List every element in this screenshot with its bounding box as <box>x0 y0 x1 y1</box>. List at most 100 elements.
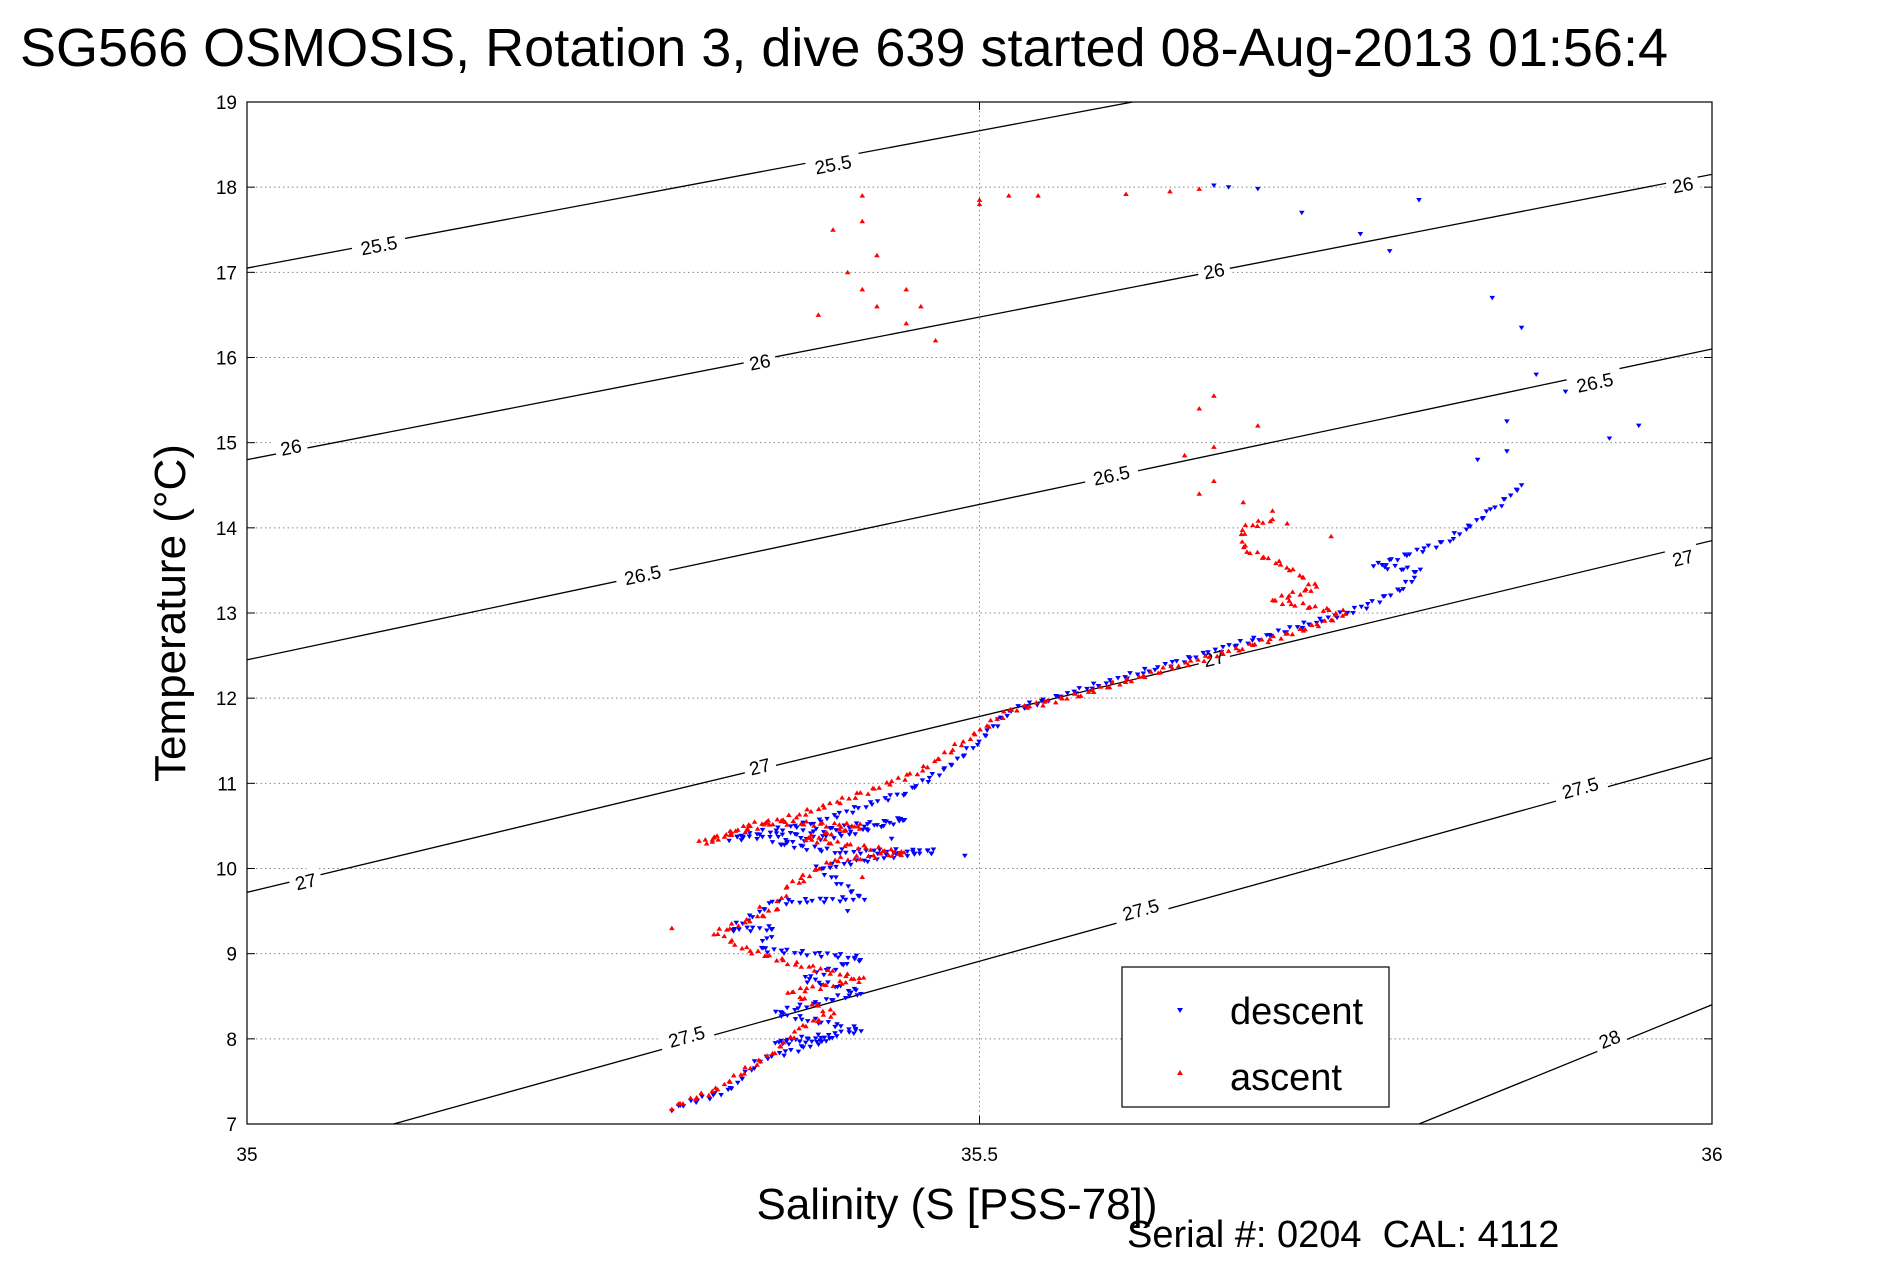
ascent-point <box>735 827 741 832</box>
descent-point <box>844 909 851 914</box>
descent-point <box>818 1035 824 1041</box>
ascent-point <box>726 926 733 931</box>
ascent-point <box>903 320 910 326</box>
descent-point <box>851 1031 857 1036</box>
ascent-point <box>784 883 790 889</box>
descent-point <box>904 849 911 855</box>
descent-point <box>1076 686 1083 691</box>
descent-point <box>1381 594 1388 599</box>
descent-point <box>847 862 854 868</box>
contour-label: 26 <box>1664 169 1701 200</box>
descent-point <box>1635 423 1642 429</box>
ascent-point <box>791 1028 798 1034</box>
ascent-point <box>702 837 709 842</box>
descent-point <box>841 862 847 867</box>
descent-point <box>797 1002 803 1008</box>
descent-point <box>767 830 774 836</box>
descent-point <box>797 1039 803 1044</box>
descent-point <box>749 925 756 931</box>
descent-point <box>1388 557 1395 562</box>
y-tick-label: 17 <box>216 263 237 284</box>
descent-point <box>916 848 923 853</box>
contour-label: 26.5 <box>1082 457 1141 493</box>
descent-point <box>1334 615 1340 621</box>
ascent-point <box>1271 598 1278 603</box>
ascent-point <box>723 831 730 837</box>
descent-point <box>771 947 777 952</box>
ascent-point <box>825 967 831 972</box>
ascent-point <box>743 944 750 950</box>
descent-point <box>983 734 989 739</box>
descent-point <box>827 865 834 871</box>
ascent-point <box>918 303 924 309</box>
ascent-point <box>844 841 851 847</box>
ascent-point <box>739 945 745 951</box>
ascent-point <box>823 824 830 829</box>
descent-point <box>1394 558 1401 563</box>
ascent-point <box>721 1081 728 1087</box>
descent-point <box>833 882 840 887</box>
descent-point <box>814 1040 820 1045</box>
descent-point <box>738 833 744 839</box>
ascent-point <box>1097 684 1104 689</box>
ascent-point <box>1233 645 1239 651</box>
ascent-point <box>815 1017 822 1022</box>
contour-label-text: 26 <box>1671 174 1696 199</box>
descent-point <box>1492 505 1498 510</box>
ascent-point <box>803 985 810 991</box>
ascent-point <box>935 756 942 761</box>
ascent-point <box>774 906 781 911</box>
descent-point <box>815 1032 822 1038</box>
descent-point <box>929 772 936 777</box>
ascent-point <box>1286 567 1293 573</box>
ascent-point <box>1302 626 1308 632</box>
ascent-point <box>754 913 761 919</box>
descent-point <box>744 925 750 931</box>
ascent-point <box>1241 531 1248 536</box>
descent-point <box>837 952 844 957</box>
descent-point <box>1064 691 1071 696</box>
ascent-point <box>1313 584 1320 589</box>
ascent-point <box>727 939 734 944</box>
ascent-point <box>835 858 841 864</box>
descent-point <box>1004 713 1010 719</box>
ascent-point <box>669 1106 675 1112</box>
ascent-point <box>1077 693 1084 698</box>
descent-point <box>768 1054 775 1060</box>
ascent-point <box>735 923 742 928</box>
descent-point <box>1474 457 1481 463</box>
ascent-point <box>1169 665 1176 671</box>
descent-point <box>984 728 990 733</box>
descent-point <box>773 831 780 836</box>
ascent-point <box>1242 543 1249 548</box>
descent-point <box>1501 497 1508 502</box>
descent-point <box>936 773 943 778</box>
ascent-point <box>1270 633 1277 639</box>
ascent-point <box>710 835 717 840</box>
contour-label: 27 <box>1664 542 1702 574</box>
ascent-point <box>796 812 803 817</box>
descent-point <box>1286 625 1293 630</box>
ascent-point <box>831 820 838 826</box>
descent-point <box>893 847 899 852</box>
ascent-point <box>798 875 804 881</box>
descent-point <box>1300 620 1307 626</box>
descent-point <box>861 897 868 903</box>
y-tick-label: 18 <box>216 178 237 199</box>
ascent-point <box>754 1062 760 1067</box>
ascent-point <box>772 1050 778 1056</box>
ascent-point <box>787 1034 794 1039</box>
descent-point <box>881 818 887 824</box>
ascent-point <box>920 763 927 769</box>
descent-point <box>734 835 741 840</box>
descent-point <box>825 1032 832 1038</box>
descent-point <box>746 913 753 919</box>
contour-label-gap <box>741 346 778 377</box>
descent-point <box>812 951 818 957</box>
descent-point <box>834 993 841 998</box>
contour-label: 27 <box>287 865 324 897</box>
descent-point <box>1409 580 1415 585</box>
ascent-point <box>1342 611 1349 616</box>
descent-point <box>1325 615 1332 621</box>
